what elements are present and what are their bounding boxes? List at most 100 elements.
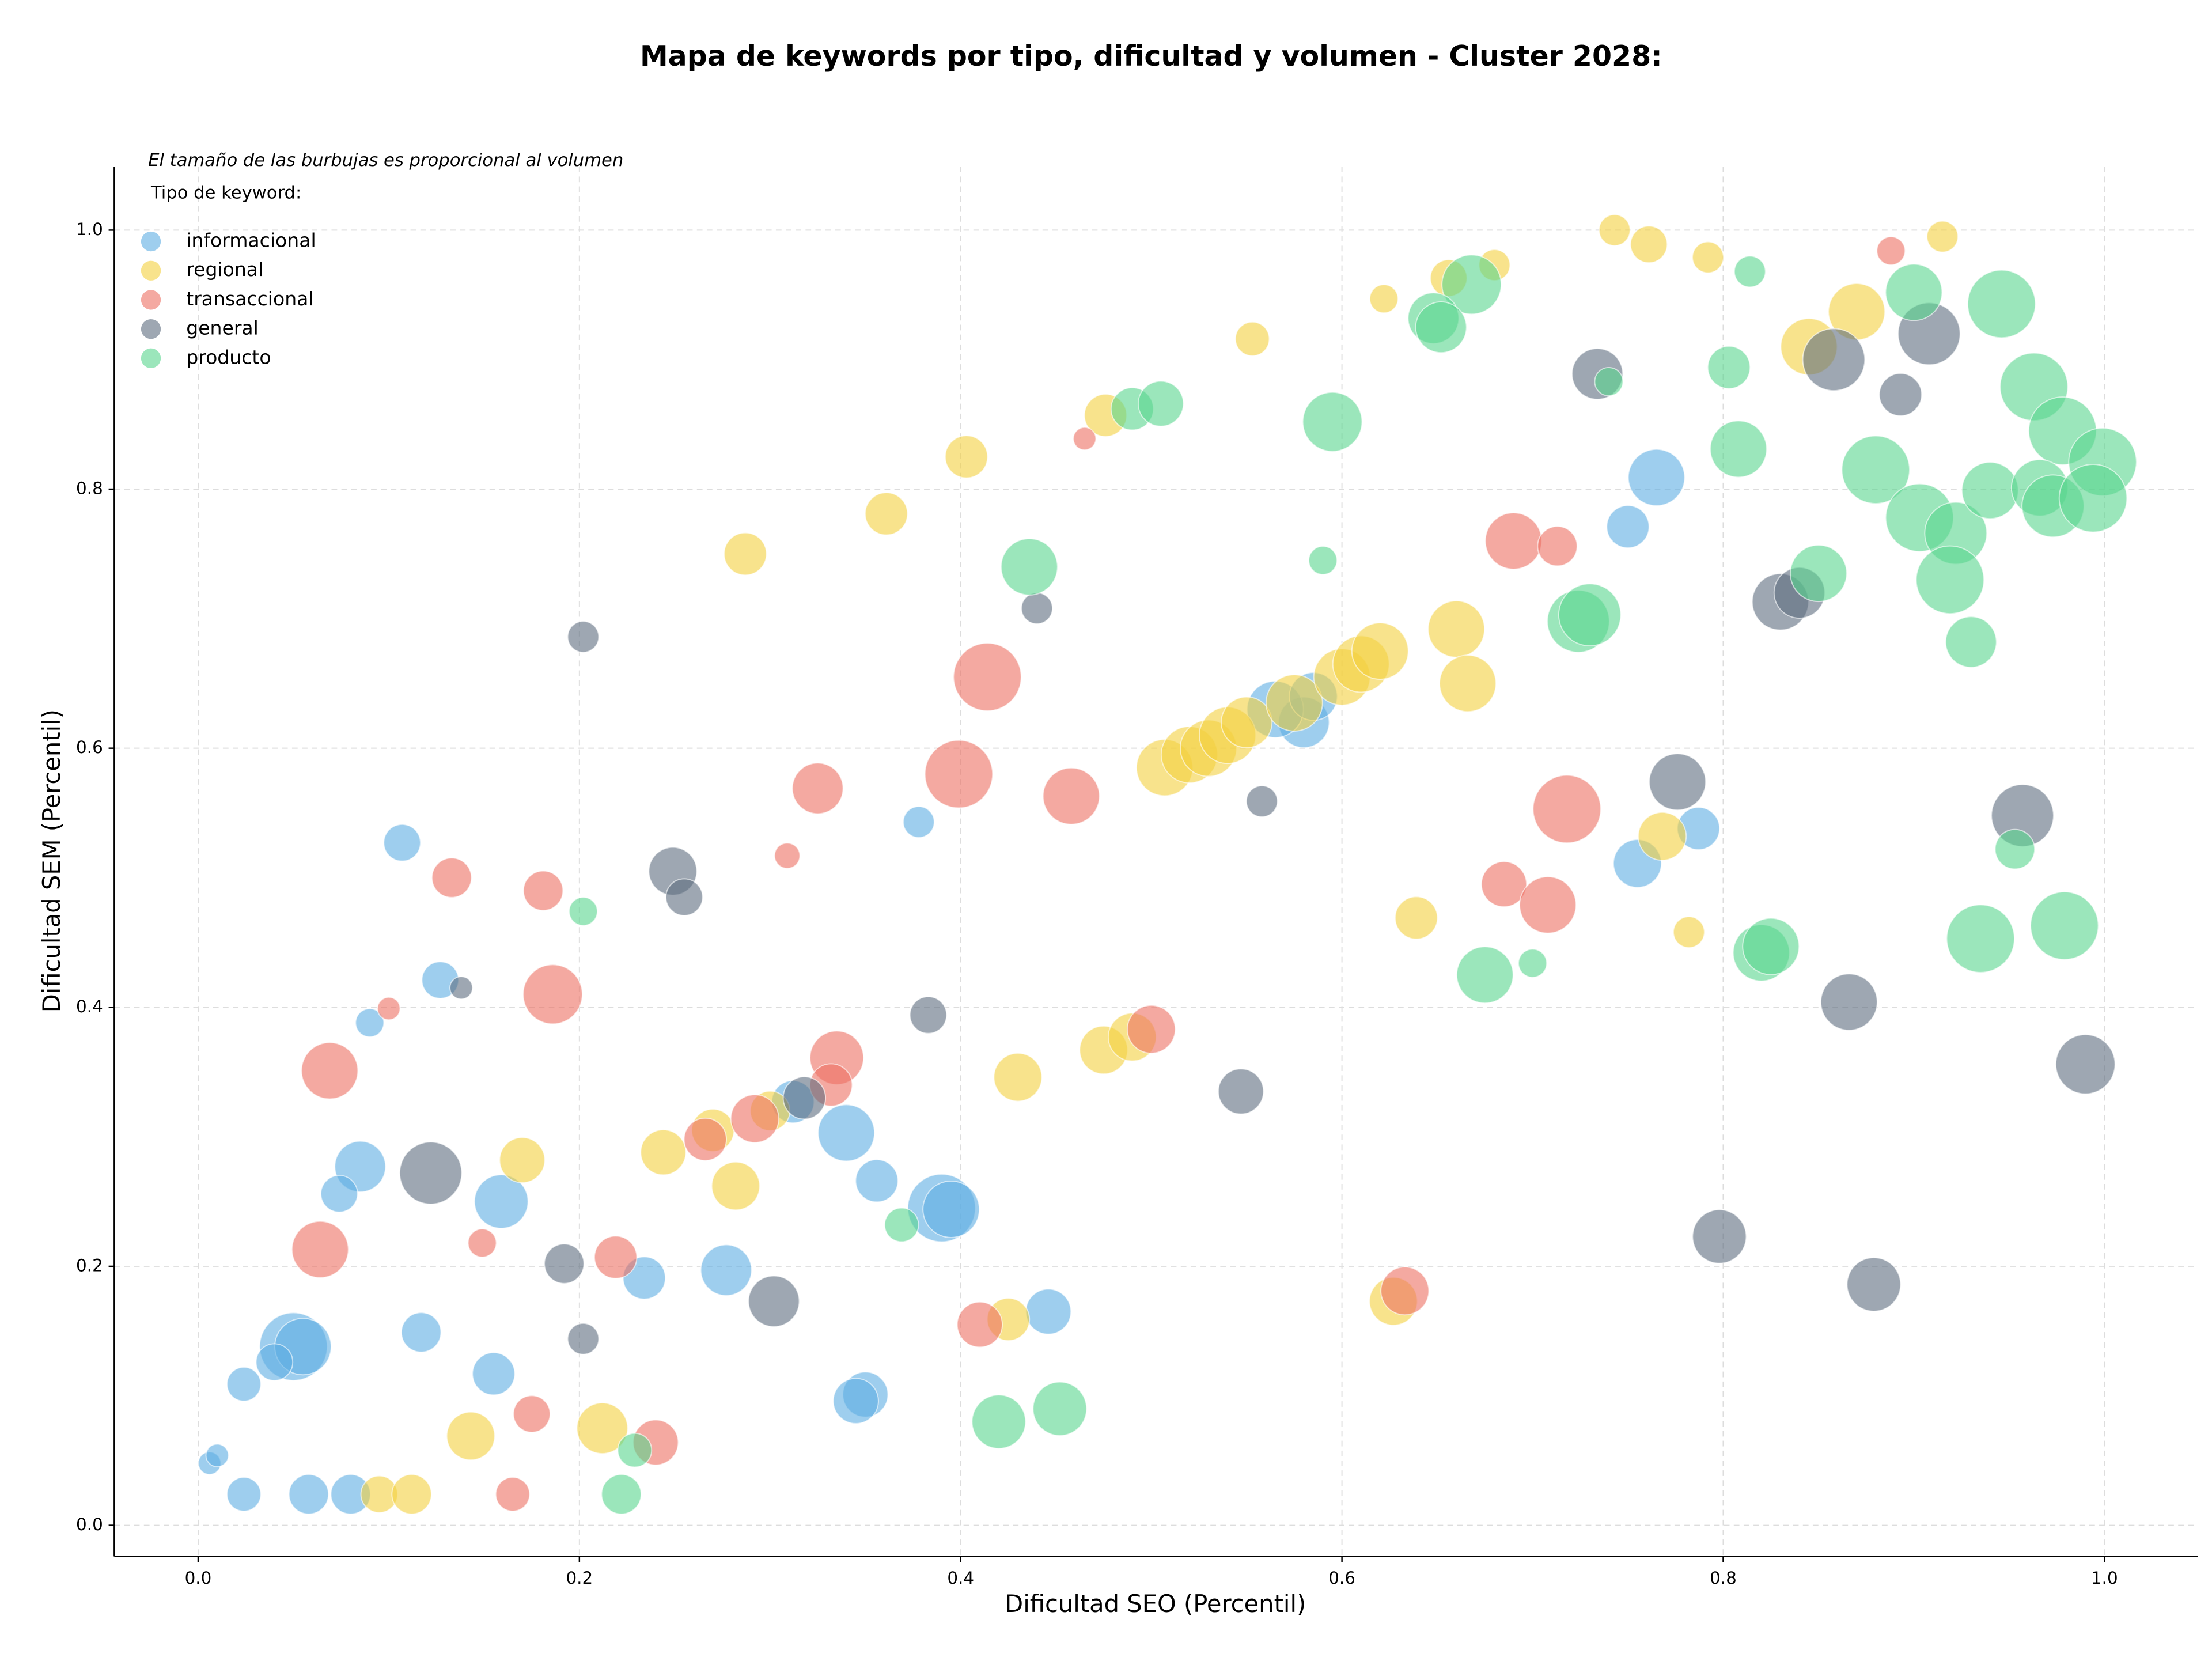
bubble: [1532, 774, 1601, 844]
bubble: [1846, 1257, 1902, 1312]
bubble: [205, 1443, 229, 1467]
bubble: [377, 996, 401, 1021]
legend-label: general: [186, 317, 259, 339]
y-tick-label: 0.6: [76, 737, 103, 757]
legend-marker: [141, 319, 161, 339]
bubble: [1221, 696, 1273, 748]
bubble: [683, 1117, 727, 1161]
bubble: [1649, 753, 1707, 811]
bubble: [1946, 904, 2015, 973]
bubble: [1021, 592, 1054, 625]
bubble: [1594, 366, 1624, 396]
bubble: [355, 1008, 385, 1038]
bubble: [1351, 622, 1409, 680]
x-tick-label: 0.6: [1328, 1568, 1355, 1588]
bubble: [993, 1053, 1043, 1102]
bubble: [2058, 464, 2128, 533]
bubble: [383, 823, 421, 862]
bubble: [544, 1243, 585, 1284]
bubble: [1484, 512, 1543, 570]
bubble: [1518, 948, 1548, 978]
bubble: [971, 1394, 1027, 1450]
bubble: [226, 1367, 262, 1402]
y-tick-label: 0.0: [76, 1515, 103, 1534]
bubble: [1265, 674, 1323, 732]
bubble: [594, 1235, 638, 1279]
bubble: [1885, 263, 1943, 321]
bubble: [431, 857, 472, 898]
bubble: [1606, 505, 1650, 548]
bubble: [909, 996, 948, 1034]
bubble: [700, 1244, 752, 1296]
bubble: [1630, 225, 1668, 263]
bubble: [1820, 973, 1878, 1031]
bubble: [1369, 284, 1399, 314]
bubble: [1789, 544, 1847, 603]
bubble: [467, 1228, 497, 1258]
bubble: [832, 1378, 879, 1424]
bubble: [1427, 600, 1486, 658]
bubble: [1878, 373, 1922, 417]
y-tick-label: 0.4: [76, 997, 103, 1016]
bubble: [791, 762, 844, 815]
bubble: [711, 1161, 760, 1211]
bubble: [1841, 435, 1910, 505]
bubble: [446, 1411, 495, 1461]
bubble: [1456, 946, 1514, 1004]
bubble: [522, 964, 583, 1025]
bubble: [1138, 380, 1184, 427]
bubble: [1672, 915, 1705, 948]
legend-label: regional: [186, 258, 263, 281]
bubble: [576, 1402, 628, 1454]
x-tick-label: 0.4: [947, 1568, 974, 1588]
bubble: [1967, 269, 2036, 339]
bubble: [567, 620, 600, 653]
bubble: [288, 1474, 329, 1515]
bubble: [724, 532, 767, 576]
y-tick-label: 0.8: [76, 479, 103, 498]
bubble: [1709, 420, 1767, 478]
x-tick-label: 0.2: [566, 1568, 593, 1588]
bubble: [924, 739, 994, 809]
bubble: [495, 1477, 531, 1512]
bubble: [1994, 828, 2036, 870]
bubble: [855, 1159, 899, 1203]
bubble: [569, 896, 598, 926]
legend-label: transaccional: [186, 287, 313, 310]
bubble: [1302, 391, 1363, 452]
bubble: [1707, 346, 1751, 389]
bubble: [320, 1175, 358, 1213]
x-axis-label: Dificultad SEO (Percentil): [1005, 1590, 1306, 1618]
bubble: [2055, 1034, 2116, 1095]
bubble: [391, 1474, 432, 1515]
bubble: [1945, 616, 1997, 668]
bubble: [617, 1432, 653, 1468]
bubble: [884, 1207, 919, 1243]
bubble: [1692, 1209, 1747, 1264]
bubble: [400, 1312, 442, 1353]
bubble: [1308, 546, 1338, 576]
bubble: [472, 1352, 516, 1396]
bubble: [499, 1137, 546, 1183]
bubble: [1802, 328, 1866, 392]
bubble: [301, 1042, 359, 1100]
bubble: [864, 492, 908, 536]
bubble: [1627, 448, 1685, 506]
x-tick-label: 0.8: [1710, 1568, 1737, 1588]
bubble: [817, 1104, 876, 1162]
bubble: [1439, 654, 1497, 713]
bubble: [567, 1322, 600, 1355]
x-tick-label: 1.0: [2091, 1568, 2118, 1588]
bubble: [1042, 767, 1100, 825]
y-tick-label: 0.2: [76, 1255, 103, 1275]
bubble: [665, 878, 703, 917]
bubble: [903, 805, 935, 838]
bubble: [1441, 254, 1502, 315]
bubble: [640, 1129, 687, 1176]
bubble: [782, 1076, 827, 1120]
bubble: [730, 1094, 779, 1144]
bubble: [1394, 896, 1438, 940]
bubble: [1558, 583, 1622, 646]
bubble: [956, 1301, 1003, 1348]
